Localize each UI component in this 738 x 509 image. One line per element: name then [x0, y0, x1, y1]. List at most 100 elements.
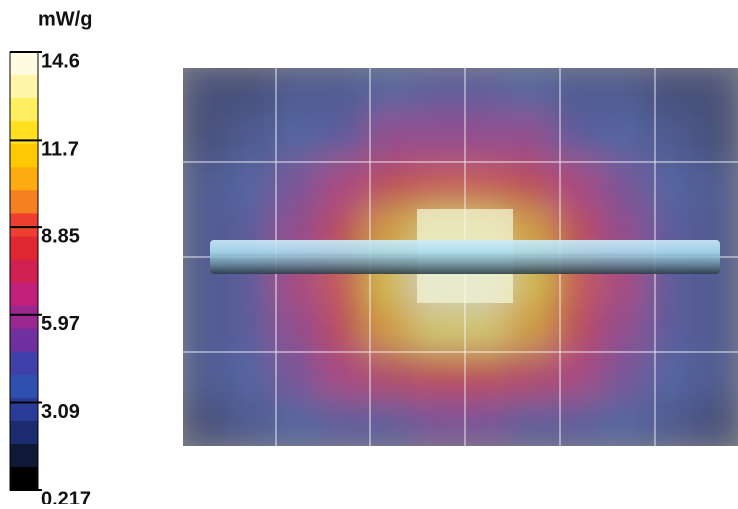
colorbar-band — [10, 305, 38, 330]
heat-cell — [320, 68, 369, 117]
colorbar-band — [10, 75, 38, 99]
heat-cell — [413, 303, 462, 353]
heat-cell — [598, 303, 647, 353]
heat-cell — [183, 161, 231, 211]
heat-cell — [274, 68, 323, 117]
colorbar-band — [10, 443, 38, 468]
colorbar-band — [10, 144, 38, 168]
dipole-rod — [210, 240, 720, 274]
colorbar-band — [10, 397, 38, 422]
heat-cell — [274, 114, 323, 164]
colorbar-band — [10, 420, 38, 445]
heat-cell — [228, 161, 277, 211]
heat-cell — [413, 350, 462, 400]
colorbar-band — [10, 282, 38, 307]
heat-cell — [644, 161, 693, 211]
heat-cell — [644, 397, 693, 446]
heat-cell — [274, 161, 323, 211]
heat-cell — [320, 303, 369, 353]
heat-cell — [459, 161, 508, 211]
heat-cell — [274, 397, 323, 446]
colorbar-band — [10, 213, 38, 237]
heat-cell — [320, 114, 369, 164]
heat-cell — [644, 114, 693, 164]
heat-cell — [183, 303, 231, 353]
heat-cell — [183, 68, 231, 117]
heat-cell — [505, 397, 554, 446]
heat-cell — [644, 303, 693, 353]
colorbar-tick-label: 3.09 — [41, 401, 80, 423]
colorbar-band — [10, 121, 38, 145]
colorbar-band — [10, 52, 38, 76]
colorbar-unit: mW/g — [38, 8, 92, 30]
colorbar-tick-label: 0.217 — [41, 488, 91, 504]
heat-cell — [320, 350, 369, 400]
heat-cell — [413, 161, 462, 211]
heat-cell — [505, 350, 554, 400]
heat-cell — [505, 114, 554, 164]
heat-cell — [274, 350, 323, 400]
colorbar-band — [10, 259, 38, 284]
heat-cell — [459, 303, 508, 353]
heat-cell — [183, 350, 231, 400]
heat-cell — [552, 350, 601, 400]
heat-cell — [690, 350, 738, 400]
heat-cell — [320, 161, 369, 211]
heat-cell — [552, 303, 601, 353]
heat-cell — [320, 397, 369, 446]
colorbar-band — [10, 167, 38, 191]
heat-cell — [183, 114, 231, 164]
colorbar-tick-label: 11.7 — [41, 139, 79, 161]
colorbar: 14.6 11.7 8.85 5.97 3.09 0.217 — [9, 50, 91, 509]
heat-cell — [598, 350, 647, 400]
heat-cell — [413, 397, 462, 446]
heat-cell — [459, 397, 508, 446]
colorbar-tick-label: 8.85 — [41, 225, 80, 247]
heat-cell — [505, 161, 554, 211]
heat-cell — [183, 397, 231, 446]
colorbar-band — [10, 466, 38, 491]
colorbar-tick-label: 5.97 — [41, 313, 80, 335]
heat-cell — [228, 350, 277, 400]
heat-cell — [228, 68, 277, 117]
colorbar-band — [10, 351, 38, 376]
heat-cell — [505, 303, 554, 353]
heat-cell — [552, 161, 601, 211]
heat-cell — [598, 68, 647, 117]
colorbar-band — [10, 374, 38, 399]
heat-cell — [690, 303, 738, 353]
heat-cell — [413, 68, 462, 117]
heat-cell — [598, 161, 647, 211]
heat-cell — [552, 114, 601, 164]
heat-cell — [367, 303, 416, 353]
heat-cell — [367, 350, 416, 400]
heat-cell — [644, 350, 693, 400]
colorbar-band — [10, 190, 38, 214]
heat-cell — [367, 114, 416, 164]
heat-cell — [228, 114, 277, 164]
heat-cell — [274, 303, 323, 353]
heat-cell — [552, 397, 601, 446]
heat-cell — [413, 114, 462, 164]
heat-cell — [367, 161, 416, 211]
colorbar-band — [10, 328, 38, 353]
heat-cell — [598, 397, 647, 446]
heat-cell — [228, 303, 277, 353]
heat-cell — [505, 68, 554, 117]
heat-cell — [690, 68, 738, 117]
heat-cell — [367, 68, 416, 117]
heat-cell — [690, 397, 738, 446]
heat-cell — [690, 114, 738, 164]
heat-cell — [459, 68, 508, 117]
heat-cell — [552, 68, 601, 117]
heat-cell — [644, 68, 693, 117]
heat-cell — [690, 161, 738, 211]
heat-cell — [459, 350, 508, 400]
colorbar-band — [10, 98, 38, 122]
heat-cell — [459, 114, 508, 164]
colorbar-band — [10, 236, 38, 260]
heat-cell — [228, 397, 277, 446]
colorbar-tick-label: 14.6 — [41, 50, 80, 72]
